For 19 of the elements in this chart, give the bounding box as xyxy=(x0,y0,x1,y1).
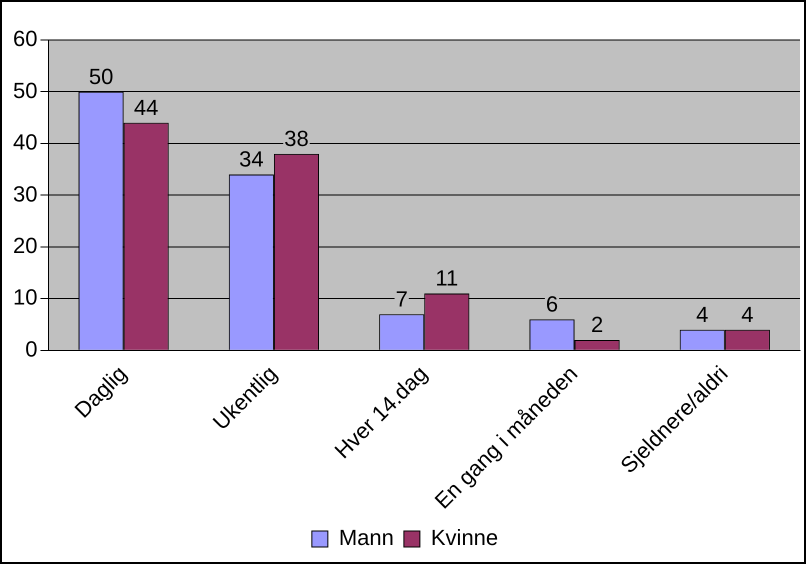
y-tick-label: 0 xyxy=(25,336,38,362)
data-label: 38 xyxy=(284,126,309,151)
y-tick-label: 10 xyxy=(12,284,38,310)
legend-label: Mann xyxy=(338,525,394,550)
y-tick-label: 50 xyxy=(12,78,38,103)
data-label: 4 xyxy=(741,302,754,327)
y-tick-label: 20 xyxy=(12,233,38,258)
data-label: 34 xyxy=(239,146,264,172)
data-label: 6 xyxy=(546,291,558,316)
data-label: 50 xyxy=(88,64,114,89)
data-label: 44 xyxy=(134,94,158,120)
y-tick-label: 30 xyxy=(12,181,38,206)
y-tick-label: 40 xyxy=(12,130,38,155)
data-label: 7 xyxy=(396,286,408,312)
data-label: 4 xyxy=(696,302,708,327)
legend-label: Kvinne xyxy=(430,525,498,550)
y-tick-label: 60 xyxy=(12,26,38,52)
data-label: 2 xyxy=(590,312,604,338)
data-label: 11 xyxy=(435,266,458,291)
